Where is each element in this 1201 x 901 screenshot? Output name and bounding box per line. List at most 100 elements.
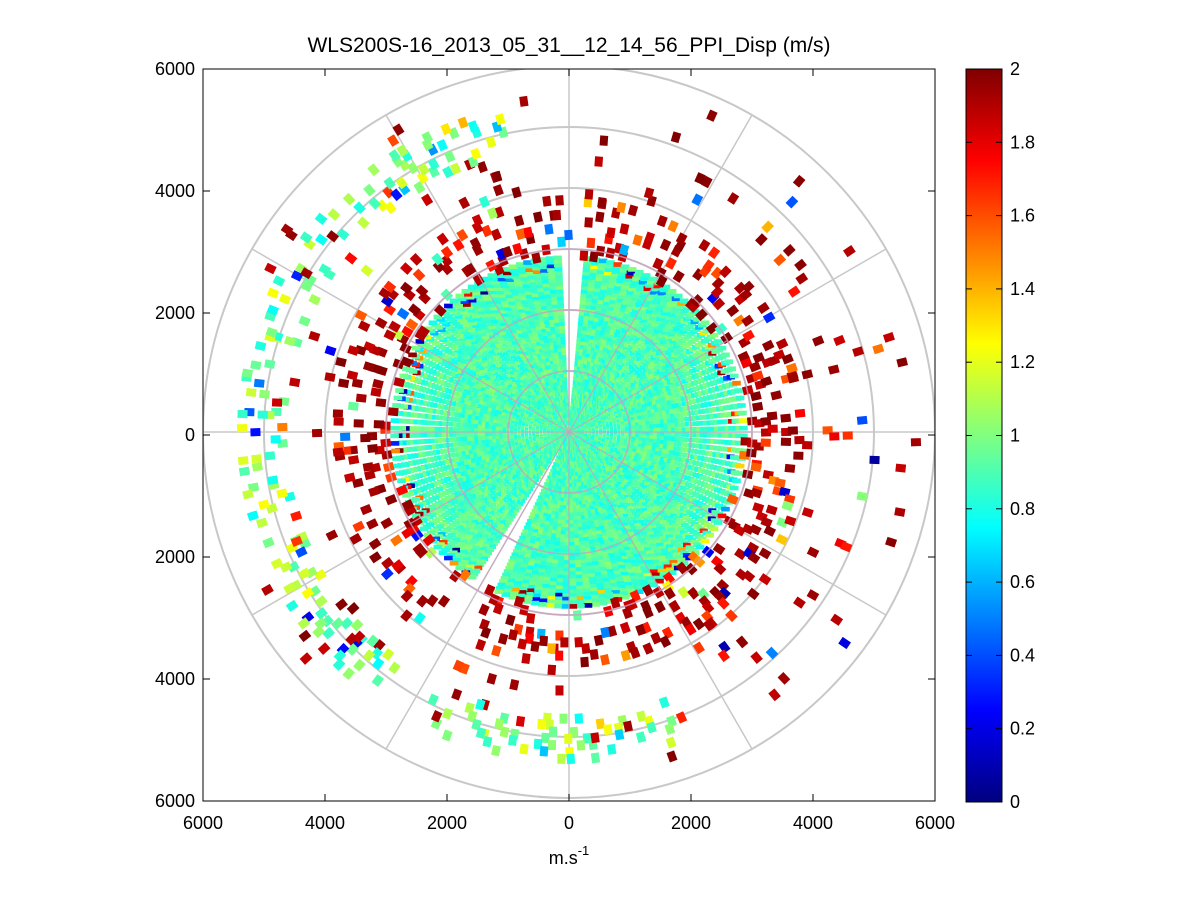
- range-gate-cell: [642, 368, 648, 374]
- range-gate-cell: [515, 337, 522, 343]
- range-gate-cell: [439, 437, 446, 443]
- range-gate-cell: [593, 382, 597, 388]
- range-gate-cell: [538, 371, 543, 377]
- range-gate-cell: [628, 392, 633, 397]
- range-gate-cell: [493, 488, 499, 494]
- range-gate-cell: [505, 467, 510, 472]
- range-gate-cell: [582, 469, 586, 475]
- ppi-data-cells: [236, 95, 922, 765]
- range-gate-cell: [487, 504, 494, 510]
- range-gate-cell: [618, 334, 625, 340]
- range-gate-cell: [598, 510, 603, 516]
- range-gate-cell: [477, 447, 483, 452]
- range-gate-cell: [692, 421, 699, 427]
- range-gate-cell: [519, 370, 524, 376]
- range-gate-cell: [593, 488, 597, 494]
- range-gate-cell: [552, 378, 556, 383]
- range-gate-cell: [666, 445, 672, 450]
- range-gate-cell: [623, 438, 628, 444]
- range-gate-cell: [526, 546, 533, 552]
- range-gate-cell: [535, 386, 539, 392]
- range-gate-cell: [653, 353, 660, 358]
- range-gate-cell: [560, 445, 564, 450]
- range-gate-cell: [499, 353, 505, 359]
- range-gate-cell: [582, 385, 586, 391]
- range-gate-cell: [499, 330, 506, 335]
- range-gate-cell: [628, 459, 633, 465]
- range-gate-cell: [595, 383, 599, 389]
- range-gate-cell: [654, 395, 660, 401]
- range-gate-cell: [516, 542, 523, 548]
- range-gate-cell: [556, 467, 560, 472]
- range-gate-cell: [511, 470, 516, 475]
- range-gate-cell: [641, 455, 647, 460]
- range-gate-cell: [655, 380, 661, 386]
- range-gate-cell: [656, 439, 662, 445]
- range-gate-cell: [595, 552, 603, 558]
- range-gate-cell: [627, 474, 633, 480]
- range-gate-cell: [479, 346, 486, 352]
- range-gate-cell: [630, 464, 635, 469]
- range-gate-cell: [560, 475, 564, 481]
- range-gate-cell: [580, 500, 586, 505]
- range-gate-cell: [484, 442, 490, 447]
- range-gate-cell: [577, 380, 581, 386]
- range-gate-cell: [463, 409, 469, 414]
- range-gate-cell: [521, 481, 526, 486]
- range-gate-cell: [576, 339, 582, 345]
- range-gate-cell: [681, 378, 689, 384]
- range-gate-cell: [538, 503, 543, 509]
- range-gate-cell: [531, 375, 535, 381]
- range-gate-cell: [662, 397, 668, 402]
- range-gate-cell: [632, 448, 637, 454]
- range-gate-cell: [535, 365, 540, 370]
- range-gate-cell: [527, 365, 532, 370]
- range-gate-cell: [665, 473, 672, 479]
- range-gate-cell: [601, 338, 608, 344]
- range-gate-cell: [605, 530, 612, 536]
- range-gate-cell: [610, 363, 616, 369]
- range-gate-cell: [578, 373, 582, 379]
- range-gate-cell: [596, 393, 600, 399]
- range-gate-cell: [684, 442, 691, 448]
- range-gate-cell: [479, 482, 486, 487]
- range-gate-cell: [566, 472, 570, 478]
- range-gate-cell: [595, 475, 599, 481]
- range-gate-cell: [535, 510, 540, 516]
- range-gate-cell: [658, 485, 665, 491]
- range-gate-cell: [446, 427, 453, 432]
- range-gate-cell: [641, 404, 647, 409]
- range-gate-cell: [510, 359, 515, 364]
- range-gate-cell: [535, 477, 539, 483]
- range-gate-cell: [638, 437, 643, 443]
- range-gate-cell: [582, 536, 589, 542]
- range-gate-cell: [618, 536, 625, 542]
- range-gate-cell: [633, 445, 638, 451]
- range-gate-cell: [472, 431, 478, 437]
- range-gate-cell: [502, 315, 510, 320]
- range-gate-cell: [562, 475, 566, 481]
- range-gate-cell: [500, 466, 505, 471]
- range-gate-cell: [620, 393, 625, 399]
- range-gate-cell: [590, 346, 596, 352]
- range-gate-cell: [664, 483, 671, 489]
- range-gate-cell: [637, 457, 642, 462]
- range-gate-cell: [560, 343, 566, 348]
- range-gate-cell: [694, 409, 702, 415]
- range-gate-cell: [660, 466, 667, 472]
- range-gate-cell: [578, 548, 586, 554]
- range-gate-cell: [457, 422, 464, 428]
- range-gate-cell: [548, 367, 553, 373]
- range-gate-cell: [496, 443, 501, 449]
- range-gate-cell: [545, 517, 551, 523]
- range-gate-cell: [622, 396, 627, 401]
- range-gate-cell: [682, 458, 689, 463]
- range-gate-cell: [546, 360, 551, 366]
- range-gate-cell: [622, 445, 626, 451]
- range-gate-cell: [603, 363, 608, 369]
- range-gate-cell: [592, 354, 597, 360]
- range-gate-cell: [633, 466, 638, 471]
- range-gate-cell: [513, 502, 519, 508]
- range-gate-cell: [583, 344, 589, 350]
- range-gate-cell: [506, 453, 511, 458]
